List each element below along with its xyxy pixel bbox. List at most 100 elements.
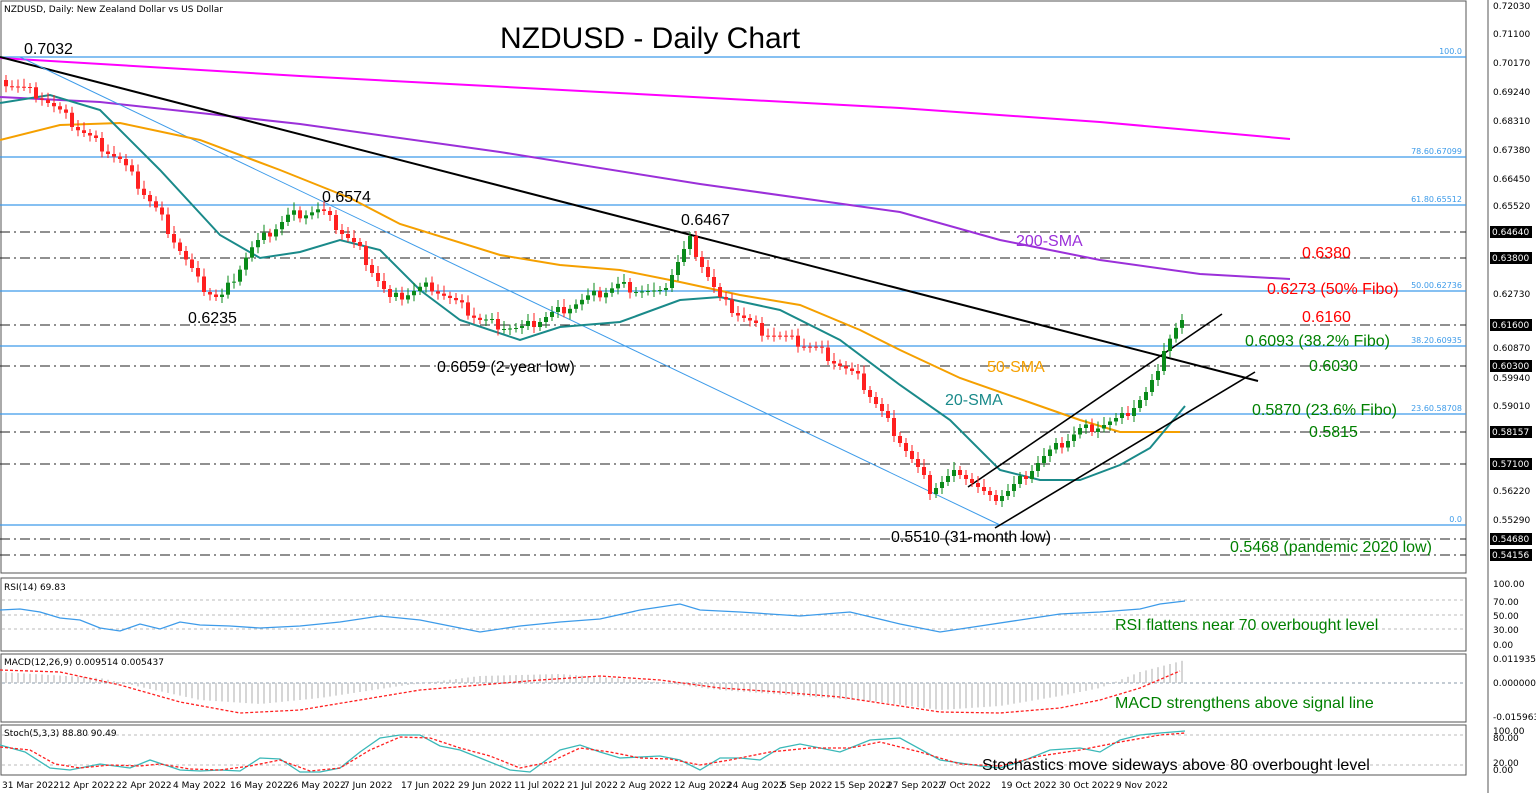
svg-text:0.61600: 0.61600 bbox=[1492, 321, 1529, 331]
svg-text:30 Oct 2022: 30 Oct 2022 bbox=[1059, 781, 1115, 791]
channel-upper-line bbox=[967, 313, 1223, 488]
svg-text:15 Sep 2022: 15 Sep 2022 bbox=[834, 781, 891, 791]
stoch-axis: 100.00 80.00 20.00 0.00 bbox=[1493, 727, 1525, 776]
svg-text:16 May 2022: 16 May 2022 bbox=[230, 781, 289, 791]
svg-text:0.70170: 0.70170 bbox=[1493, 59, 1530, 69]
svg-text:0.68310: 0.68310 bbox=[1493, 117, 1530, 127]
svg-text:0.6093 (38.2% Fibo): 0.6093 (38.2% Fibo) bbox=[1245, 333, 1390, 350]
svg-text:0.60300: 0.60300 bbox=[1492, 362, 1529, 372]
svg-text:0.00: 0.00 bbox=[1493, 766, 1513, 776]
date-axis: 31 Mar 2022 12 Apr 2022 22 Apr 2022 4 Ma… bbox=[2, 781, 1168, 791]
svg-text:100.00: 100.00 bbox=[1493, 580, 1525, 590]
svg-text:38.20.60935: 38.20.60935 bbox=[1411, 336, 1462, 345]
svg-text:0.64640: 0.64640 bbox=[1492, 228, 1529, 238]
svg-text:0.000000: 0.000000 bbox=[1493, 679, 1536, 689]
svg-text:27 Sep 2022: 27 Sep 2022 bbox=[887, 781, 944, 791]
svg-text:4 May 2022: 4 May 2022 bbox=[173, 781, 226, 791]
stoch-levels bbox=[2, 734, 1466, 766]
svg-text:12 Aug 2022: 12 Aug 2022 bbox=[674, 781, 732, 791]
svg-text:24 Aug 2022: 24 Aug 2022 bbox=[727, 781, 785, 791]
macd-label: MACD(12,26,9) 0.009514 0.005437 bbox=[4, 658, 164, 668]
window-header: NZDUSD, Daily: New Zealand Dollar vs US … bbox=[4, 5, 223, 15]
svg-text:0.67380: 0.67380 bbox=[1493, 146, 1530, 156]
svg-text:0.5510 (31-month low): 0.5510 (31-month low) bbox=[891, 529, 1051, 546]
svg-text:0.69240: 0.69240 bbox=[1493, 88, 1530, 98]
svg-text:31 Mar 2022: 31 Mar 2022 bbox=[2, 781, 59, 791]
price-axis-highlighted: 0.64640 0.63800 0.61600 0.60300 0.58157 … bbox=[1490, 226, 1532, 561]
svg-text:17 Jun 2022: 17 Jun 2022 bbox=[401, 781, 455, 791]
svg-text:0.5468 (pandemic 2020 low): 0.5468 (pandemic 2020 low) bbox=[1230, 539, 1432, 556]
price-axis: 0.72030 0.71100 0.70170 0.69240 0.68310 … bbox=[1493, 2, 1530, 526]
svg-text:0.65520: 0.65520 bbox=[1493, 202, 1530, 212]
svg-text:2 Aug 2022: 2 Aug 2022 bbox=[620, 781, 672, 791]
svg-text:0.63800: 0.63800 bbox=[1492, 254, 1529, 264]
svg-text:7 Jun 2022: 7 Jun 2022 bbox=[344, 781, 392, 791]
svg-text:-0.015963: -0.015963 bbox=[1493, 713, 1536, 723]
macd-signal-line bbox=[0, 669, 1181, 714]
svg-text:0.6467: 0.6467 bbox=[681, 212, 730, 229]
svg-text:30.00: 30.00 bbox=[1493, 626, 1519, 636]
svg-text:0.60870: 0.60870 bbox=[1493, 344, 1530, 354]
svg-text:100.0: 100.0 bbox=[1439, 47, 1462, 56]
stoch-d-line bbox=[0, 732, 1186, 772]
50-sma-line bbox=[0, 121, 1180, 433]
svg-text:0.6574: 0.6574 bbox=[322, 189, 371, 206]
downtrend-line bbox=[0, 56, 1259, 382]
macd-note: MACD strengthens above signal line bbox=[1115, 695, 1374, 712]
svg-text:0.6273 (50% Fibo): 0.6273 (50% Fibo) bbox=[1267, 281, 1399, 298]
svg-text:20-SMA: 20-SMA bbox=[945, 392, 1003, 409]
channel-lower-line bbox=[994, 371, 1256, 529]
long-ma-line bbox=[0, 57, 1291, 140]
svg-text:5 Sep 2022: 5 Sep 2022 bbox=[781, 781, 832, 791]
svg-text:7 Oct 2022: 7 Oct 2022 bbox=[941, 781, 991, 791]
macd-panel bbox=[0, 653, 1467, 723]
fibonacci-lines bbox=[0, 56, 1466, 526]
svg-text:50.00: 50.00 bbox=[1493, 612, 1519, 622]
rsi-note: RSI flattens near 70 overbought level bbox=[1115, 617, 1378, 634]
svg-text:0.7032: 0.7032 bbox=[24, 41, 73, 58]
svg-text:0.62730: 0.62730 bbox=[1493, 290, 1530, 300]
svg-text:29 Jun 2022: 29 Jun 2022 bbox=[458, 781, 512, 791]
main-price-panel bbox=[0, 0, 1467, 574]
svg-text:70.00: 70.00 bbox=[1493, 598, 1519, 608]
svg-text:0.6235: 0.6235 bbox=[188, 310, 237, 327]
svg-text:0.59940: 0.59940 bbox=[1493, 374, 1530, 384]
svg-text:0.72030: 0.72030 bbox=[1493, 2, 1530, 12]
svg-text:80.00: 80.00 bbox=[1493, 734, 1519, 744]
svg-text:0.6380: 0.6380 bbox=[1302, 245, 1351, 262]
svg-text:20.00: 20.00 bbox=[1493, 759, 1519, 769]
svg-text:0.5870 (23.6% Fibo): 0.5870 (23.6% Fibo) bbox=[1252, 402, 1397, 419]
svg-text:0.71100: 0.71100 bbox=[1493, 30, 1530, 40]
svg-text:50-SMA: 50-SMA bbox=[987, 359, 1045, 376]
rsi-label: RSI(14) 69.83 bbox=[4, 583, 66, 593]
svg-text:78.60.67099: 78.60.67099 bbox=[1411, 147, 1462, 156]
svg-text:11 Jul 2022: 11 Jul 2022 bbox=[514, 781, 565, 791]
svg-text:0.011935: 0.011935 bbox=[1493, 655, 1536, 665]
price-annotations: 0.7032 0.6574 0.6235 0.6467 0.6059 (2-ye… bbox=[24, 41, 1432, 556]
svg-text:0.59010: 0.59010 bbox=[1493, 402, 1530, 412]
svg-text:0.54156: 0.54156 bbox=[1492, 551, 1529, 561]
svg-text:26 May 2022: 26 May 2022 bbox=[287, 781, 346, 791]
blue-trendline bbox=[19, 56, 1001, 526]
svg-text:0.5815: 0.5815 bbox=[1309, 424, 1358, 441]
price-candles bbox=[4, 75, 1184, 507]
svg-text:61.80.65512: 61.80.65512 bbox=[1411, 195, 1462, 204]
svg-text:0.0: 0.0 bbox=[1449, 515, 1462, 524]
stoch-note: Stochastics move sideways above 80 overb… bbox=[982, 757, 1370, 774]
stoch-k-line bbox=[0, 730, 1186, 773]
svg-text:9 Nov 2022: 9 Nov 2022 bbox=[1116, 781, 1168, 791]
svg-text:0.00: 0.00 bbox=[1493, 641, 1513, 651]
svg-text:0.6030: 0.6030 bbox=[1309, 358, 1358, 375]
svg-text:0.6160: 0.6160 bbox=[1302, 309, 1351, 326]
rsi-levels bbox=[2, 599, 1466, 630]
svg-text:0.57100: 0.57100 bbox=[1492, 460, 1529, 470]
svg-text:0.55290: 0.55290 bbox=[1493, 516, 1530, 526]
rsi-line bbox=[0, 600, 1186, 633]
svg-text:12 Apr 2022: 12 Apr 2022 bbox=[59, 781, 115, 791]
svg-text:0.56220: 0.56220 bbox=[1493, 487, 1530, 497]
svg-text:22 Apr 2022: 22 Apr 2022 bbox=[116, 781, 172, 791]
svg-text:0.66450: 0.66450 bbox=[1493, 175, 1530, 185]
svg-text:50.00.62736: 50.00.62736 bbox=[1411, 281, 1462, 290]
svg-text:100.00: 100.00 bbox=[1493, 727, 1525, 737]
